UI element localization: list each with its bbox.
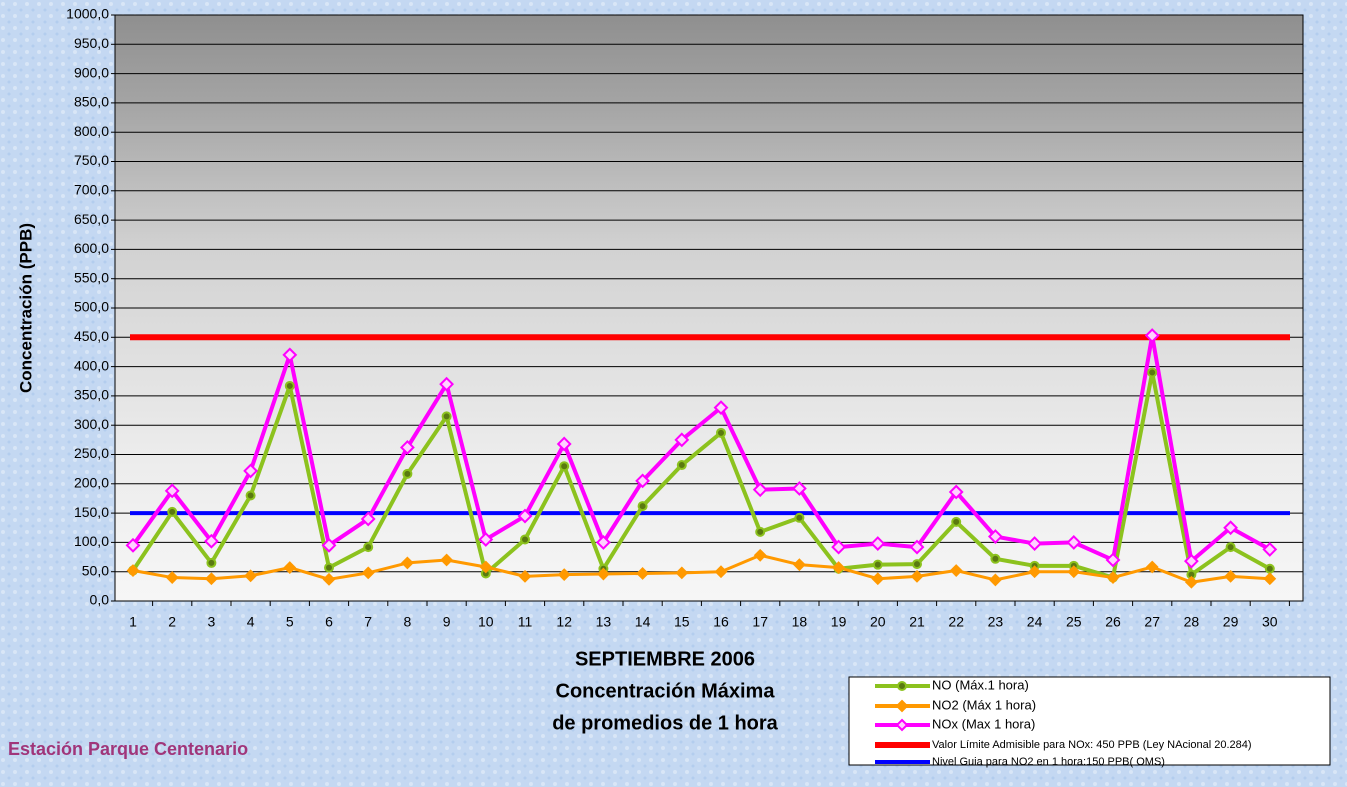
y-tick-label: 750,0: [74, 152, 109, 168]
title-line: Concentración Máxima: [556, 680, 776, 702]
marker: [1266, 565, 1274, 573]
x-tick-label: 11: [518, 614, 533, 630]
y-tick-label: 700,0: [74, 182, 109, 198]
marker: [443, 412, 451, 420]
marker: [247, 492, 255, 500]
y-tick-label: 550,0: [74, 269, 109, 285]
y-tick-label: 250,0: [74, 445, 109, 461]
marker: [756, 528, 764, 536]
marker: [874, 561, 882, 569]
x-tick-label: 6: [325, 614, 333, 630]
legend-label: Valor Límite Admisible para NOx: 450 PPB…: [932, 739, 1252, 751]
marker: [207, 559, 215, 567]
x-tick-label: 4: [247, 614, 255, 630]
y-tick-label: 500,0: [74, 299, 109, 315]
x-tick-label: 28: [1184, 614, 1200, 630]
x-tick-label: 14: [635, 614, 651, 630]
marker: [795, 514, 803, 522]
marker: [286, 382, 294, 390]
x-tick-label: 27: [1144, 614, 1160, 630]
marker: [560, 462, 568, 470]
x-tick-label: 24: [1027, 614, 1043, 630]
marker: [521, 535, 529, 543]
x-tick-label: 8: [404, 614, 412, 630]
marker: [1227, 543, 1235, 551]
station-name: Estación Parque Centenario: [8, 739, 248, 759]
x-tick-label: 19: [831, 614, 847, 630]
x-tick-label: 5: [286, 614, 294, 630]
y-tick-label: 650,0: [74, 211, 109, 227]
x-tick-label: 22: [948, 614, 964, 630]
y-tick-label: 50,0: [82, 562, 109, 578]
y-tick-label: 900,0: [74, 64, 109, 80]
marker: [168, 508, 176, 516]
legend-marker: [898, 682, 906, 690]
x-tick-label: 2: [168, 614, 176, 630]
x-tick-label: 12: [556, 614, 572, 630]
x-tick-label: 9: [443, 614, 451, 630]
marker: [364, 543, 372, 551]
legend-label: NO2 (Máx 1 hora): [932, 697, 1036, 712]
x-tick-label: 7: [364, 614, 372, 630]
x-tick-label: 1: [129, 614, 137, 630]
title-line: de promedios de 1 hora: [552, 712, 778, 734]
legend-label: Nivel Guia para NO2 en 1 hora:150 PPB( O…: [932, 756, 1165, 768]
x-tick-label: 30: [1262, 614, 1278, 630]
y-tick-label: 850,0: [74, 94, 109, 110]
marker: [403, 470, 411, 478]
x-tick-label: 26: [1105, 614, 1121, 630]
marker: [717, 429, 725, 437]
x-tick-label: 13: [596, 614, 612, 630]
marker: [991, 555, 999, 563]
y-tick-label: 600,0: [74, 240, 109, 256]
x-tick-label: 25: [1066, 614, 1082, 630]
y-tick-label: 0,0: [90, 592, 110, 608]
x-tick-label: 10: [478, 614, 494, 630]
chart: Concentración (PPB) SEPTIEMBRE 2006 Conc…: [0, 0, 1347, 787]
x-tick-label: 15: [674, 614, 690, 630]
x-tick-label: 23: [988, 614, 1004, 630]
marker: [639, 502, 647, 510]
y-tick-label: 350,0: [74, 387, 109, 403]
x-tick-label: 21: [909, 614, 925, 630]
x-tick-label: 17: [752, 614, 768, 630]
marker: [325, 564, 333, 572]
y-tick-label: 950,0: [74, 35, 109, 51]
x-tick-label: 20: [870, 614, 886, 630]
marker: [952, 518, 960, 526]
x-tick-label: 3: [208, 614, 216, 630]
y-tick-label: 200,0: [74, 475, 109, 491]
y-tick-label: 800,0: [74, 123, 109, 139]
marker: [1148, 368, 1156, 376]
y-tick-label: 450,0: [74, 328, 109, 344]
y-tick-label: 150,0: [74, 504, 109, 520]
x-tick-label: 18: [792, 614, 808, 630]
y-tick-label: 300,0: [74, 416, 109, 432]
y-tick-label: 100,0: [74, 533, 109, 549]
marker: [913, 560, 921, 568]
y-axis-title: Concentración (PPB): [16, 223, 35, 393]
y-tick-label: 1000,0: [66, 6, 109, 22]
legend-label: NOx (Max 1 hora): [932, 716, 1035, 731]
x-tick-label: 16: [713, 614, 729, 630]
y-tick-label: 400,0: [74, 357, 109, 373]
legend: [849, 677, 1330, 765]
title-line: SEPTIEMBRE 2006: [575, 648, 755, 670]
legend-label: NO (Máx.1 hora): [932, 677, 1029, 692]
marker: [678, 461, 686, 469]
x-tick-label: 29: [1223, 614, 1239, 630]
